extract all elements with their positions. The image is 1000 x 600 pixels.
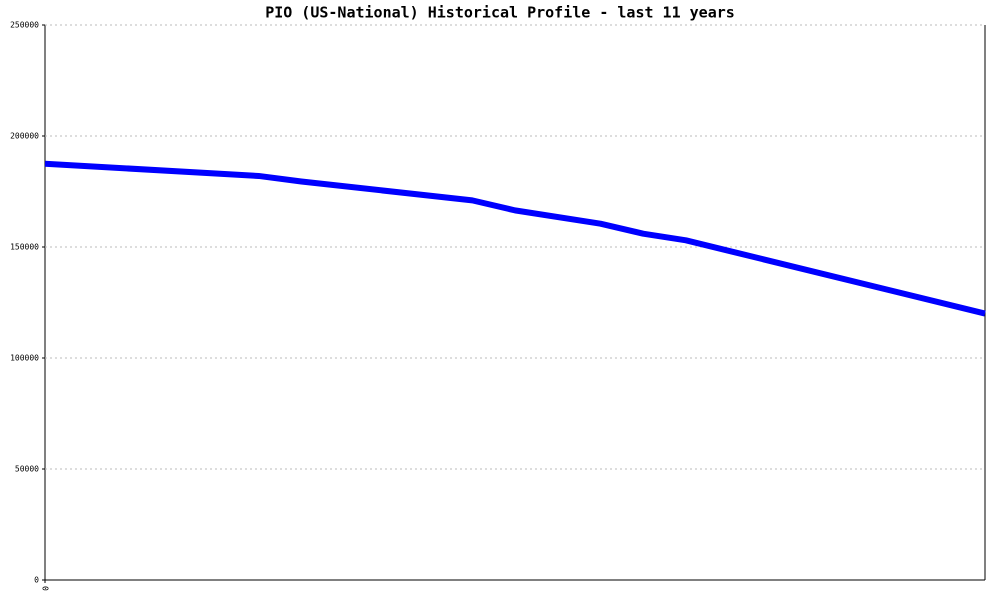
y-tick-label: 200000 bbox=[10, 132, 39, 141]
chart-title: PIO (US-National) Historical Profile - l… bbox=[265, 4, 735, 22]
y-tick-label: 100000 bbox=[10, 354, 39, 363]
data-line bbox=[44, 160, 986, 317]
y-tick-label: 0 bbox=[34, 576, 39, 585]
y-tick-label: 250000 bbox=[10, 21, 39, 30]
y-tick-label: 50000 bbox=[15, 465, 39, 474]
x-tick-label: 0 bbox=[41, 586, 50, 591]
y-tick-label: 150000 bbox=[10, 243, 39, 252]
